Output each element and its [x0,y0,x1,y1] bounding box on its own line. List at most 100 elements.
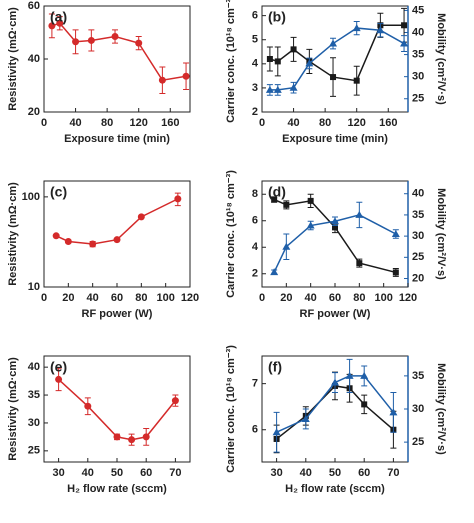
marker [64,237,72,245]
marker [376,26,385,34]
marker [389,408,398,416]
marker [305,59,314,67]
x-tick-label: 50 [111,467,123,479]
marker [87,36,95,44]
y-tick-label: 7 [252,378,258,390]
x-tick-label: 100 [374,292,392,304]
x-tick-label: 60 [111,292,123,304]
marker [174,195,182,203]
series-line [269,24,405,82]
x-tick-label: 0 [259,117,265,129]
x-tick-label: 160 [161,117,179,129]
y2-tick-label: 30 [412,403,424,415]
series-line [58,378,176,441]
marker [400,39,409,47]
y-tick-label: 35 [28,389,40,401]
y2-tick-label: 35 [412,209,424,221]
marker [171,397,179,405]
series-line [273,214,397,273]
x-tick-label: 80 [319,117,331,129]
marker [274,58,281,65]
marker [330,74,337,81]
y2-tick-label: 30 [412,71,424,83]
y-tick-label: 10 [28,281,40,293]
x-tick-label: 0 [259,292,265,304]
marker [137,213,145,221]
x-tick-label: 100 [156,292,174,304]
y2-tick-label: 35 [412,48,424,60]
marker [48,22,56,30]
marker [270,268,279,276]
x-tick-label: 120 [399,292,417,304]
y2-tick-label: 25 [412,93,424,105]
marker [111,32,119,40]
y-tick-label: 40 [28,53,40,65]
y-tick-label: 8 [252,188,258,200]
x-axis-title: RF power (W) [300,308,371,320]
x-tick-label: 60 [140,467,152,479]
marker [72,38,80,46]
y-tick-label: 6 [252,424,258,436]
x-tick-label: 50 [329,467,341,479]
y2-tick-label: 45 [412,4,424,16]
y-axis-title: Resistivity (mΩ·cm) [7,7,19,111]
x-tick-label: 30 [270,467,282,479]
y2-axis-title: Mobility (cm²/V·s) [435,188,447,280]
series-line [51,22,187,82]
y-tick-label: 4 [252,58,259,70]
y-axis-title: Carrier conc. (10¹⁸ cm⁻³) [225,170,237,298]
y2-tick-label: 25 [412,436,424,448]
y-tick-label: 3 [252,82,258,94]
marker [332,224,338,231]
x-tick-label: 60 [358,467,370,479]
y-tick-label: 40 [28,361,40,373]
marker [56,19,64,27]
x-tick-label: 40 [305,292,317,304]
x-tick-label: 160 [379,117,397,129]
marker [142,433,150,441]
y-tick-label: 20 [28,106,40,118]
marker [361,401,368,408]
x-tick-label: 20 [62,292,74,304]
marker [331,378,339,386]
marker [360,371,369,379]
y-tick-label: 4 [252,241,259,253]
marker [265,85,274,93]
x-tick-label: 120 [181,292,199,304]
y-tick-label: 30 [28,417,40,429]
marker [182,72,190,80]
y-axis-title: Resistivity (mΩ·cm) [7,182,19,286]
y2-tick-label: 20 [412,272,424,284]
marker [158,76,166,84]
marker [128,436,136,444]
marker [266,56,273,62]
marker [329,39,338,47]
y-tick-label: 100 [22,191,40,203]
x-tick-label: 120 [348,117,366,129]
marker [345,371,354,379]
x-tick-label: 0 [41,292,47,304]
series-line [276,385,394,440]
marker [290,46,297,53]
y-tick-label: 2 [252,106,258,118]
marker [273,85,282,93]
marker [113,236,121,244]
y-axis-title: Carrier conc. (10¹⁸ cm⁻³) [225,345,237,473]
marker [352,24,361,32]
marker [306,221,315,229]
y2-tick-label: 40 [412,188,424,200]
panel-label: (a) [50,9,67,25]
marker [401,22,408,29]
x-tick-label: 40 [69,117,81,129]
marker [289,83,298,91]
x-axis-title: H₂ flow rate (sccm) [67,483,167,495]
marker [331,217,339,225]
series-line [269,27,405,91]
marker [135,39,143,47]
x-tick-label: 80 [353,292,365,304]
x-tick-label: 40 [87,292,99,304]
marker [282,242,291,250]
marker [301,414,310,422]
marker [113,433,121,441]
